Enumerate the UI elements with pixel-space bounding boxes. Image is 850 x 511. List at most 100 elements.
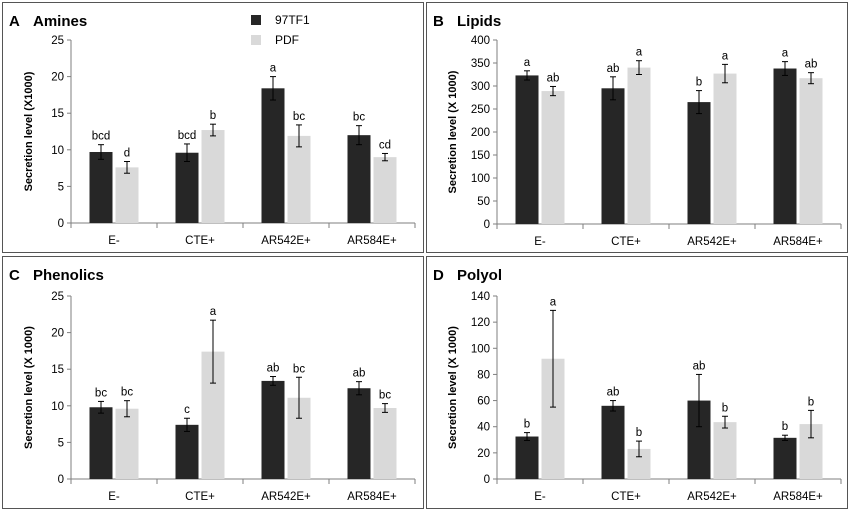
significance-label: a [722, 50, 729, 62]
significance-label: bc [353, 112, 365, 124]
bar-pdf-cte [627, 448, 651, 479]
y-tick-label: 350 [471, 58, 490, 70]
y-tick-label: 100 [471, 173, 490, 185]
bar-pdf-ar542e [287, 135, 311, 223]
significance-label: bcd [178, 130, 197, 142]
panel-letter: C [9, 267, 20, 284]
bar-97tf1-ar584e [347, 135, 371, 223]
x-category-label: E- [108, 491, 120, 503]
y-axis-label: Secretion level (X 1000) [447, 70, 459, 193]
significance-label: bcd [92, 131, 111, 143]
bar-pdf-e [115, 167, 139, 223]
significance-label: ab [353, 368, 366, 380]
bar-97tf1-e [89, 407, 113, 479]
panel-lipids: B Lipids Secretion level (X 1000) 0 50 100 150… [426, 2, 848, 253]
legend-label-97tf1: 97TF1 [275, 13, 310, 27]
significance-label: c [184, 404, 190, 416]
bar-97tf1-ar542e [687, 102, 711, 224]
y-tick-label: 300 [471, 81, 490, 93]
y-tick-label: 0 [58, 218, 64, 230]
bar-pdf-ar542e [713, 422, 737, 479]
y-tick-label: 25 [51, 291, 64, 303]
bar-pdf-cte [201, 351, 225, 479]
significance-label: ab [805, 59, 818, 71]
y-axis-label: Secretion level (X 1000) [447, 326, 459, 449]
legend-swatch-97tf1 [251, 15, 261, 25]
bar-97tf1-cte [175, 152, 199, 223]
significance-label: b [722, 402, 728, 414]
significance-label: b [524, 419, 530, 431]
x-category-label: E- [534, 491, 546, 503]
bar-97tf1-ar542e [261, 380, 285, 479]
bar-97tf1-cte [601, 405, 625, 479]
panel-title: Polyol [457, 267, 502, 284]
y-tick-label: 10 [51, 145, 64, 157]
bar-pdf-e [541, 358, 565, 479]
bar-pdf-ar584e [373, 157, 397, 223]
panel-title: Phenolics [33, 267, 104, 284]
bar-97tf1-ar542e [687, 400, 711, 479]
x-category-label: AR542E+ [261, 235, 311, 247]
significance-label: b [210, 110, 216, 122]
significance-label: a [550, 296, 557, 308]
significance-label: ab [607, 387, 620, 399]
y-tick-label: 100 [471, 343, 490, 355]
panel-letter: D [433, 267, 444, 284]
significance-label: bc [293, 363, 305, 375]
y-tick-label: 15 [51, 108, 64, 120]
y-tick-label: 5 [58, 181, 64, 193]
bar-97tf1-cte [601, 88, 625, 224]
legend-swatch-pdf [251, 35, 261, 45]
significance-label: ab [267, 363, 280, 375]
bar-pdf-ar584e [799, 424, 823, 479]
bar-pdf-ar542e [713, 73, 737, 224]
y-tick-label: 120 [471, 317, 490, 329]
y-axis-label: Secretion level (X 1000) [23, 326, 35, 449]
bar-97tf1-ar542e [261, 88, 285, 223]
y-tick-label: 10 [51, 401, 64, 413]
bar-pdf-cte [201, 130, 225, 223]
y-tick-label: 0 [58, 474, 64, 486]
x-category-label: AR584E+ [773, 491, 823, 503]
y-tick-label: 80 [477, 369, 490, 381]
x-category-label: CTE+ [185, 491, 215, 503]
legend-label-pdf: PDF [275, 33, 299, 47]
panel-title: Amines [33, 13, 87, 30]
y-axis-label: Secretion level (X1000) [23, 71, 35, 191]
x-category-label: AR542E+ [687, 491, 737, 503]
significance-label: b [782, 421, 788, 433]
y-tick-label: 400 [471, 35, 490, 47]
y-tick-label: 150 [471, 150, 490, 162]
y-tick-label: 15 [51, 364, 64, 376]
significance-label: ab [607, 63, 620, 75]
x-category-label: E- [108, 235, 120, 247]
significance-label: a [270, 63, 277, 75]
y-tick-label: 50 [477, 196, 490, 208]
x-category-label: CTE+ [611, 236, 641, 248]
y-tick-label: 40 [477, 422, 490, 434]
significance-label: a [210, 306, 217, 318]
significance-label: bc [95, 387, 107, 399]
chart-amines: A Amines Secretion level (X1000) 0 5 10 15 20 25… [9, 13, 416, 247]
bar-97tf1-e [515, 75, 539, 224]
y-tick-label: 140 [471, 291, 490, 303]
significance-label: ab [547, 72, 560, 84]
significance-label: bc [121, 387, 133, 399]
significance-label: a [524, 57, 531, 69]
y-tick-label: 20 [51, 328, 64, 340]
x-category-label: AR584E+ [347, 491, 397, 503]
x-category-label: AR542E+ [261, 491, 311, 503]
panel-letter: B [433, 13, 444, 30]
significance-label: bc [379, 390, 391, 402]
y-tick-label: 25 [51, 35, 64, 47]
x-category-label: AR542E+ [687, 236, 737, 248]
y-tick-label: 0 [484, 219, 490, 231]
significance-label: bc [293, 111, 305, 123]
y-tick-label: 200 [471, 127, 490, 139]
significance-label: a [636, 47, 643, 59]
bar-97tf1-cte [175, 424, 199, 479]
y-tick-label: 0 [484, 474, 490, 486]
significance-label: ab [693, 360, 706, 372]
bar-97tf1-ar584e [347, 388, 371, 479]
